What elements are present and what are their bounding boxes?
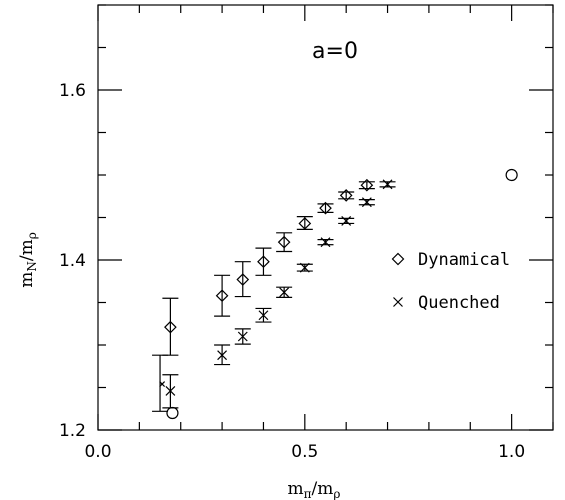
y-label-base-denominator: m [17,239,37,255]
dynamical-point [164,320,177,334]
plot-frame [97,4,554,431]
legend-entry-dynamical: Dynamical [391,250,510,270]
legend-label-dynamical: Dynamical [418,250,510,270]
y-label-sub-numerator: N [25,261,39,272]
y-label-slash: / [17,255,37,261]
x-axis-label: mπ/mρ [288,479,341,500]
x-label-sub-numerator: π [304,487,312,500]
x-tick-label: 0.5 [291,442,318,462]
circle-point [166,406,179,420]
y-tick-label: 1.2 [59,421,86,441]
x-label-sub-denominator: ρ [333,487,340,500]
dynamical-point [339,189,353,202]
quenched-point [217,350,228,361]
x-label-base: m [288,479,304,499]
dynamical-error-bar [214,274,231,317]
quenched-point [165,385,176,396]
dynamical-error-bar [234,261,251,298]
quenched-point [320,237,331,248]
x-tick-label: 0.0 [84,442,111,462]
dynamical-error-bar [358,181,375,190]
axis-ticks [97,4,554,431]
error-bars [152,181,396,412]
dynamical-error-bar [255,247,272,276]
tick-labels: 0.0 0.5 1.0 1.2 1.4 1.6 [59,81,525,462]
chart-title: a=0 [312,39,358,64]
legend-entry-quenched: Quenched [393,293,500,313]
quenched-point [258,310,269,321]
y-label-base: m [17,272,37,288]
dynamical-point [215,289,229,303]
quenched-point [361,197,372,208]
dynamical-point [257,255,270,269]
dynamical-error-bar [338,191,355,200]
y-tick-label: 1.6 [59,81,86,101]
x-tick-label: 1.0 [498,442,525,462]
x-label-base-denominator: m [317,479,333,499]
quenched-point [341,215,352,226]
legend-marker-quenched [393,297,403,307]
y-tick-label: 1.4 [59,251,86,271]
legend-label-quenched: Quenched [418,293,500,313]
dynamical-point [277,235,291,249]
extra-error-bar [152,354,169,412]
y-axis-label: mN/mρ [17,232,39,288]
dynamical-error-bar [317,203,334,213]
circle-point [505,168,518,182]
legend: Dynamical Quenched [391,250,510,313]
quenched-point [237,331,248,342]
quenched-point [279,287,290,298]
quenched-point [382,179,393,190]
y-label-sub-denominator: ρ [25,232,39,239]
quenched-point [299,262,310,273]
small-x-point [159,381,166,388]
dynamical-point [319,201,332,215]
dynamical-point [298,217,312,230]
dynamical-point [236,273,250,286]
data-markers [159,168,518,420]
x-label-slash: / [312,479,318,499]
legend-marker-dynamical [391,252,405,266]
plot-border [97,4,554,431]
dynamical-point [360,178,374,192]
